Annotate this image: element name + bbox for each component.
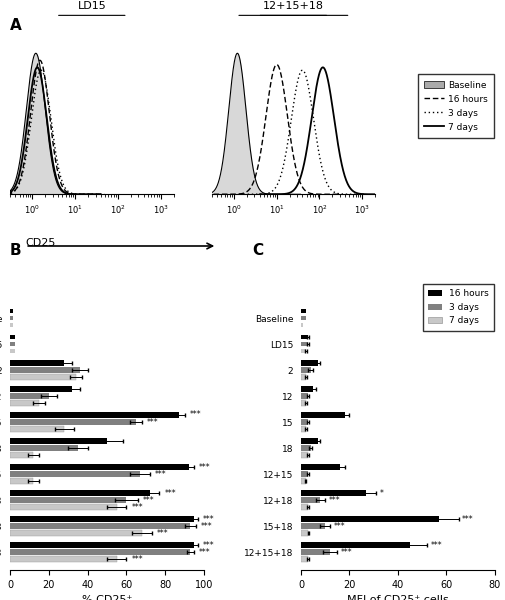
Text: ***: ***: [155, 470, 166, 479]
Bar: [10, 478, 33, 484]
Text: C: C: [252, 243, 264, 258]
Text: ***: ***: [131, 503, 143, 512]
Bar: [10, 419, 136, 425]
Legend: Baseline, 16 hours, 3 days, 7 days: Baseline, 16 hours, 3 days, 7 days: [418, 74, 494, 138]
Bar: [301, 438, 318, 444]
Bar: [10, 490, 149, 496]
Bar: [301, 419, 308, 425]
Text: ***: ***: [164, 488, 176, 497]
Bar: [10, 323, 13, 327]
Bar: [10, 471, 140, 477]
Bar: [10, 349, 15, 353]
Bar: [301, 367, 311, 373]
Bar: [301, 427, 306, 432]
Bar: [10, 549, 190, 555]
Bar: [10, 516, 194, 522]
Bar: [301, 349, 306, 353]
Text: ***: ***: [203, 515, 215, 524]
Bar: [301, 478, 306, 484]
Bar: [301, 342, 308, 346]
Bar: [301, 556, 308, 562]
Text: 12+15+18: 12+15+18: [263, 1, 324, 11]
Bar: [301, 400, 306, 406]
Bar: [301, 393, 308, 399]
Bar: [301, 471, 308, 477]
Text: ***: ***: [199, 463, 211, 472]
Bar: [301, 412, 344, 418]
Bar: [301, 490, 367, 496]
Text: ***: ***: [189, 410, 201, 419]
Bar: [10, 452, 33, 458]
Bar: [301, 452, 308, 458]
Text: ***: ***: [334, 521, 345, 530]
Bar: [10, 412, 179, 418]
Bar: [301, 505, 308, 510]
X-axis label: % CD25⁺: % CD25⁺: [82, 595, 132, 600]
Bar: [301, 516, 439, 522]
Bar: [301, 316, 306, 320]
Text: ***: ***: [341, 548, 352, 557]
Bar: [10, 400, 39, 406]
Text: ***: ***: [147, 418, 159, 427]
Bar: [301, 542, 410, 548]
Bar: [10, 497, 126, 503]
Bar: [301, 309, 306, 313]
Text: ***: ***: [431, 541, 442, 550]
Text: ***: ***: [201, 521, 213, 530]
Bar: [10, 309, 13, 313]
Bar: [10, 374, 76, 380]
Bar: [10, 445, 78, 451]
Bar: [301, 523, 325, 529]
Bar: [10, 464, 188, 470]
Bar: [10, 393, 49, 399]
Text: ***: ***: [157, 529, 168, 538]
Bar: [10, 542, 194, 548]
Bar: [10, 523, 190, 529]
Bar: [301, 445, 311, 451]
Text: B: B: [10, 243, 22, 258]
Bar: [10, 530, 142, 536]
Text: ***: ***: [143, 496, 155, 505]
Bar: [10, 360, 65, 366]
Text: *: *: [380, 488, 384, 497]
Bar: [10, 438, 107, 444]
Text: ***: ***: [462, 515, 474, 524]
Bar: [10, 335, 15, 339]
Bar: [301, 335, 308, 339]
Bar: [301, 549, 330, 555]
Bar: [10, 342, 15, 346]
X-axis label: MFI of CD25⁺ cells: MFI of CD25⁺ cells: [347, 595, 449, 600]
Bar: [301, 497, 320, 503]
Bar: [10, 316, 13, 320]
Text: ***: ***: [329, 496, 340, 505]
Bar: [301, 374, 306, 380]
Text: A: A: [10, 18, 22, 33]
Text: LD15: LD15: [77, 1, 106, 11]
Bar: [10, 367, 80, 373]
Text: CD25: CD25: [25, 238, 56, 248]
Text: ***: ***: [131, 555, 143, 564]
Bar: [301, 386, 313, 392]
Bar: [10, 427, 65, 432]
Bar: [301, 464, 340, 470]
Bar: [301, 323, 304, 327]
Bar: [301, 530, 308, 536]
Bar: [10, 556, 117, 562]
Bar: [10, 505, 117, 510]
Legend: 16 hours, 3 days, 7 days: 16 hours, 3 days, 7 days: [423, 284, 494, 331]
Text: ***: ***: [199, 548, 211, 557]
Text: ***: ***: [203, 541, 215, 550]
Bar: [301, 360, 318, 366]
Bar: [10, 386, 72, 392]
